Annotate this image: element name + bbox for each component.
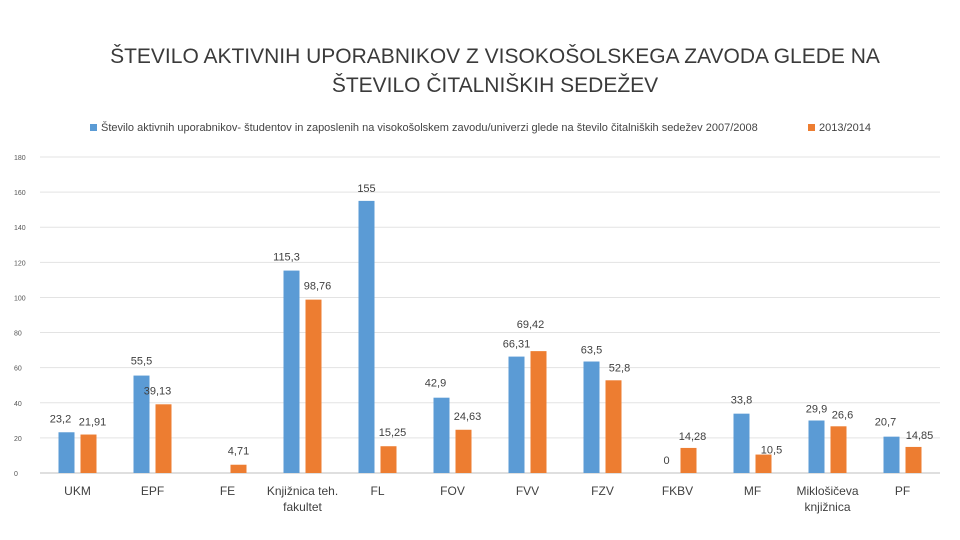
bar-series-2	[530, 351, 547, 473]
bar-series-1	[883, 436, 900, 473]
bar-series-2	[455, 429, 472, 473]
data-label-series-2: 69,42	[517, 319, 545, 331]
category-label: FKBV	[662, 484, 693, 498]
category-label: EPF	[141, 484, 164, 498]
category-label: Miklošičeva	[796, 484, 858, 498]
category-label: MF	[744, 484, 761, 498]
category-label: FE	[220, 484, 235, 498]
chart-title: ŠTEVILO AKTIVNIH UPORABNIKOV Z VISOKOŠOL…	[60, 42, 930, 100]
data-label-series-2: 39,13	[144, 385, 172, 397]
data-label-series-1: 20,7	[875, 417, 896, 429]
bar-series-1	[358, 200, 375, 473]
data-label-series-1: 66,31	[503, 339, 531, 351]
bar-series-1	[583, 361, 600, 473]
legend-item-series-1: Število aktivnih uporabnikov- študentov …	[90, 122, 758, 134]
data-label-series-1: 55,5	[131, 356, 152, 368]
bar-series-1	[508, 356, 525, 473]
data-label-series-2: 4,71	[228, 446, 249, 458]
data-label-series-2: 15,25	[379, 427, 407, 439]
bar-series-2	[380, 446, 397, 473]
bar-series-1	[283, 270, 300, 473]
bar-series-1	[58, 432, 75, 473]
legend-label-series-2: 2013/2014	[819, 122, 871, 134]
data-label-series-2: 52,8	[609, 362, 630, 374]
y-tick-label: 140	[14, 225, 26, 232]
bar-series-1	[733, 413, 750, 473]
category-label: Knjižnica teh.	[267, 484, 338, 498]
bar-series-2	[605, 380, 622, 473]
category-label: FL	[370, 484, 384, 498]
bar-series-2	[230, 464, 247, 473]
data-label-series-2: 26,6	[832, 409, 853, 421]
data-label-series-2: 10,5	[761, 445, 782, 457]
y-tick-label: 0	[14, 471, 18, 478]
data-label-series-2: 24,63	[454, 411, 482, 423]
chart-title-line-2: ŠTEVILO ČITALNIŠKIH SEDEŽEV	[331, 74, 659, 97]
data-label-series-1: 115,3	[273, 252, 300, 264]
category-label: FVV	[516, 484, 539, 498]
data-label-series-1: 29,9	[806, 404, 827, 416]
legend-swatch-series-2	[808, 124, 815, 131]
bar-series-2	[830, 426, 847, 473]
bar-series-2	[905, 446, 922, 473]
bar-series-2	[155, 404, 172, 473]
y-tick-label: 100	[14, 295, 26, 302]
category-label: PF	[895, 484, 910, 498]
data-label-series-2: 14,28	[679, 431, 707, 443]
category-label: knjižnica	[804, 500, 850, 514]
bar-series-1	[433, 397, 450, 473]
y-tick-label: 160	[14, 190, 26, 197]
chart-title-line-1: ŠTEVILO AKTIVNIH UPORABNIKOV Z VISOKOŠOL…	[110, 45, 880, 68]
bar-series-2	[80, 434, 97, 473]
category-label: fakultet	[283, 500, 322, 514]
category-label: FOV	[440, 484, 465, 498]
legend-label-series-1: Število aktivnih uporabnikov- študentov …	[101, 122, 758, 134]
category-label: FZV	[591, 484, 614, 498]
data-label-zero: 0	[663, 455, 669, 467]
data-label-series-1: 33,8	[731, 395, 752, 407]
legend-swatch-series-1	[90, 124, 97, 131]
bar-series-1	[808, 420, 825, 473]
y-tick-label: 80	[14, 331, 22, 338]
data-label-series-2: 21,91	[79, 417, 107, 429]
bar-series-1	[133, 375, 150, 473]
data-label-series-1: 155	[357, 183, 375, 195]
bar-series-2	[305, 299, 322, 473]
legend-item-series-2: 2013/2014	[808, 122, 871, 134]
data-label-series-1: 63,5	[581, 345, 602, 357]
bar-series-2	[755, 454, 772, 473]
y-tick-label: 60	[14, 366, 22, 373]
bar-series-2	[680, 447, 697, 473]
category-label: UKM	[64, 484, 91, 498]
data-label-series-1: 42,9	[425, 378, 446, 390]
data-label-series-2: 14,85	[906, 430, 934, 442]
y-tick-label: 20	[14, 436, 22, 443]
data-label-series-2: 98,76	[304, 281, 332, 293]
data-label-series-1: 23,2	[50, 413, 71, 425]
y-tick-label: 120	[14, 260, 26, 267]
y-tick-label: 180	[14, 155, 26, 162]
legend: Število aktivnih uporabnikov- študentov …	[0, 122, 960, 138]
y-tick-label: 40	[14, 401, 22, 408]
